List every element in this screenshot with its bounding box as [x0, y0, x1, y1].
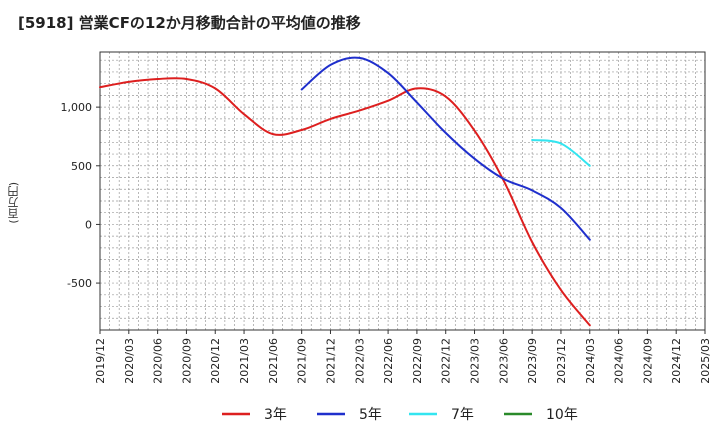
x-tick-label: 2023/09 — [526, 338, 539, 384]
x-tick-label: 2022/09 — [411, 338, 424, 384]
legend-label: 3年 — [264, 407, 287, 423]
legend: 3年 5年 7年 10年 — [222, 407, 578, 423]
plot-frame — [99, 51, 706, 331]
x-tick-label: 2019/12 — [94, 338, 107, 384]
x-tick-label: 2022/03 — [353, 338, 366, 384]
x-tick-label: 2020/09 — [180, 338, 193, 384]
grid — [99, 52, 706, 330]
legend-label: 7年 — [451, 407, 474, 423]
x-tick-label: 2020/06 — [152, 338, 165, 384]
x-tick-label: 2024/12 — [670, 338, 683, 384]
axes: -500 0 500 1,000 2019/12 2020/03 2020/06 2020/0… — [61, 51, 712, 384]
x-tick-label: 2024/03 — [584, 338, 597, 384]
x-tick-label: 2023/06 — [497, 338, 510, 384]
x-tick-label: 2023/03 — [469, 338, 482, 384]
x-tick-label: 2025/03 — [699, 338, 712, 384]
series-line-2 — [300, 56, 591, 241]
chart-title: [5918] 営業CFの12か月移動合計の平均値の推移 — [18, 14, 361, 32]
x-tick-label: 2020/03 — [123, 338, 136, 384]
x-tick-label: 2021/03 — [238, 338, 251, 384]
x-tick-label: 2023/12 — [555, 338, 568, 384]
series-line-1 — [99, 77, 591, 327]
x-tick-label: 2024/06 — [613, 338, 626, 384]
y-tick-label: 500 — [71, 160, 92, 173]
x-tick-label: 2022/12 — [440, 338, 453, 384]
x-tick-label: 2021/09 — [296, 338, 309, 384]
y-tick-label: 1,000 — [61, 101, 93, 114]
x-tick-label: 2024/09 — [641, 338, 654, 384]
legend-label: 5年 — [359, 407, 382, 423]
x-tick-label: 2021/06 — [267, 338, 280, 384]
series-line-3 — [531, 139, 591, 167]
y-tick-label: 0 — [85, 218, 92, 231]
x-tick-label: 2020/12 — [209, 338, 222, 384]
legend-label: 10年 — [546, 407, 578, 423]
x-tick-label: 2021/12 — [324, 338, 337, 384]
y-tick-label: -500 — [67, 277, 92, 290]
x-tick-label: 2022/06 — [382, 338, 395, 384]
series-lines — [99, 56, 591, 327]
